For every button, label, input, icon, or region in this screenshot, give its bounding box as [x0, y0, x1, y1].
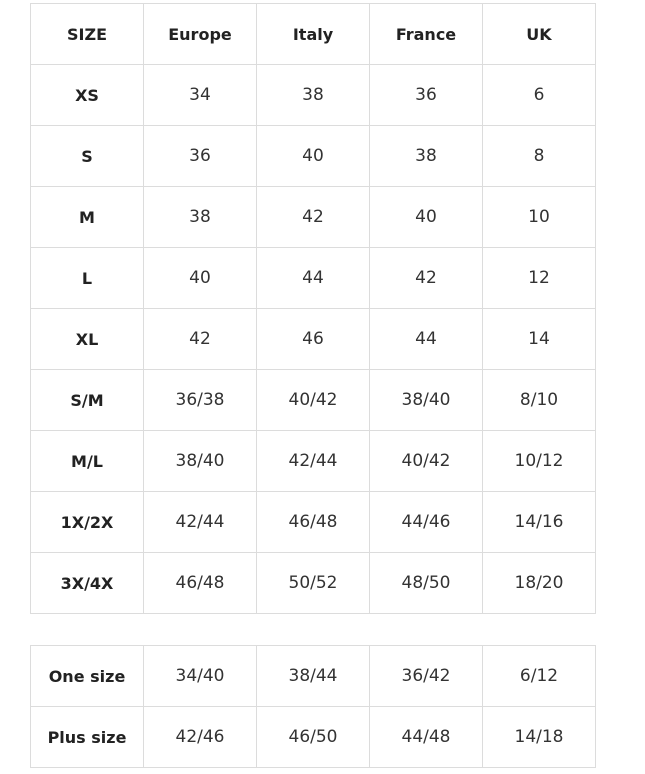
size-value: 44 — [256, 247, 370, 309]
size-value: 18/20 — [482, 552, 596, 614]
size-label: One size — [30, 645, 144, 707]
size-value: 46/50 — [256, 706, 370, 768]
table-row: M 38 42 40 10 — [30, 186, 596, 248]
header-cell: Europe — [143, 3, 257, 65]
size-value: 38 — [256, 64, 370, 126]
size-value: 40 — [369, 186, 483, 248]
size-value: 48/50 — [369, 552, 483, 614]
size-label: XS — [30, 64, 144, 126]
header-cell: SIZE — [30, 3, 144, 65]
one-size-table: One size 34/40 38/44 36/42 6/12 Plus size 42/4… — [30, 645, 596, 768]
size-value: 36/38 — [143, 369, 257, 431]
size-value: 12 — [482, 247, 596, 309]
table-row: One size 34/40 38/44 36/42 6/12 — [30, 645, 596, 707]
size-value: 10/12 — [482, 430, 596, 492]
header-cell: UK — [482, 3, 596, 65]
size-value: 38/44 — [256, 645, 370, 707]
table-row: L 40 44 42 12 — [30, 247, 596, 309]
header-cell: Italy — [256, 3, 370, 65]
size-value: 38/40 — [143, 430, 257, 492]
size-label: XL — [30, 308, 144, 370]
size-value: 44/46 — [369, 491, 483, 553]
header-cell: France — [369, 3, 483, 65]
size-value: 10 — [482, 186, 596, 248]
table-row: S 36 40 38 8 — [30, 125, 596, 187]
size-value: 40/42 — [369, 430, 483, 492]
size-value: 46/48 — [256, 491, 370, 553]
table-row: XL 42 46 44 14 — [30, 308, 596, 370]
size-value: 40 — [143, 247, 257, 309]
size-value: 40/42 — [256, 369, 370, 431]
size-label: Plus size — [30, 706, 144, 768]
size-value: 6/12 — [482, 645, 596, 707]
size-value: 46 — [256, 308, 370, 370]
size-value: 6 — [482, 64, 596, 126]
size-value: 36 — [369, 64, 483, 126]
size-value: 36/42 — [369, 645, 483, 707]
size-value: 42 — [256, 186, 370, 248]
size-label: 1X/2X — [30, 491, 144, 553]
size-value: 42 — [143, 308, 257, 370]
size-value: 8 — [482, 125, 596, 187]
size-value: 34/40 — [143, 645, 257, 707]
size-label: 3X/4X — [30, 552, 144, 614]
size-value: 44 — [369, 308, 483, 370]
table-row: M/L 38/40 42/44 40/42 10/12 — [30, 430, 596, 492]
size-value: 38 — [143, 186, 257, 248]
size-value: 34 — [143, 64, 257, 126]
size-value: 14/16 — [482, 491, 596, 553]
size-value: 8/10 — [482, 369, 596, 431]
size-value: 50/52 — [256, 552, 370, 614]
size-value: 38 — [369, 125, 483, 187]
table-row: S/M 36/38 40/42 38/40 8/10 — [30, 369, 596, 431]
table-row: XS 34 38 36 6 — [30, 64, 596, 126]
size-value: 14 — [482, 308, 596, 370]
size-label: L — [30, 247, 144, 309]
size-value: 42/44 — [143, 491, 257, 553]
size-value: 40 — [256, 125, 370, 187]
table-row: Plus size 42/46 46/50 44/48 14/18 — [30, 706, 596, 768]
table-row: 3X/4X 46/48 50/52 48/50 18/20 — [30, 552, 596, 614]
size-label: S/M — [30, 369, 144, 431]
size-value: 36 — [143, 125, 257, 187]
header-row: SIZE Europe Italy France UK — [30, 3, 596, 65]
size-value: 44/48 — [369, 706, 483, 768]
size-value: 38/40 — [369, 369, 483, 431]
size-value: 42/44 — [256, 430, 370, 492]
size-label: M/L — [30, 430, 144, 492]
size-value: 14/18 — [482, 706, 596, 768]
size-value: 46/48 — [143, 552, 257, 614]
size-table: SIZE Europe Italy France UK XS 34 38 36 6 S 36 40 38 8… — [30, 3, 596, 614]
table-row: 1X/2X 42/44 46/48 44/46 14/16 — [30, 491, 596, 553]
size-value: 42/46 — [143, 706, 257, 768]
size-value: 42 — [369, 247, 483, 309]
size-label: M — [30, 186, 144, 248]
size-label: S — [30, 125, 144, 187]
